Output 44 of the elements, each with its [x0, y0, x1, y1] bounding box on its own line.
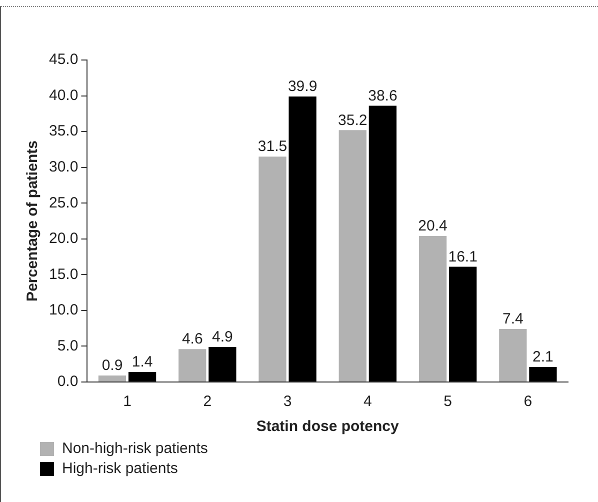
y-tick-label: 5.0: [57, 337, 78, 354]
bar: [208, 346, 236, 382]
x-tick-label: 3: [283, 393, 292, 410]
legend-label: Non-high-risk patients: [62, 440, 208, 457]
y-tick-label: 10.0: [48, 302, 78, 319]
y-tick-label: 35.0: [48, 122, 78, 140]
bar: [418, 236, 447, 382]
y-tick-label: 45.0: [48, 51, 78, 68]
x-tick-label: 5: [444, 393, 452, 410]
bar: [449, 266, 477, 382]
data-label: 16.1: [448, 248, 478, 266]
bar: [499, 329, 527, 382]
x-tick-label: 2: [203, 393, 212, 410]
bar: [529, 366, 557, 382]
data-label: 35.2: [338, 112, 368, 129]
data-label: 31.5: [258, 138, 288, 156]
bar: [128, 372, 156, 382]
data-label: 7.4: [502, 310, 524, 328]
data-label: 4.9: [212, 328, 233, 346]
y-tick-label: 30.0: [48, 158, 78, 176]
bar: [178, 349, 206, 382]
bar: [338, 130, 366, 382]
data-label: 1.4: [132, 354, 153, 371]
data-label: 39.9: [288, 78, 318, 96]
x-axis-title: Statin dose potency: [256, 418, 400, 436]
data-label: 38.6: [368, 87, 398, 104]
x-tick-label: 1: [123, 393, 132, 410]
y-tick-label: 15.0: [48, 266, 78, 283]
y-axis-title: Percentage of patients: [24, 140, 42, 302]
bar: [98, 376, 126, 382]
bar: [368, 106, 397, 382]
bar: [288, 96, 316, 382]
x-tick-label: 6: [524, 393, 532, 410]
bar: [258, 156, 286, 382]
legend-label: High-risk patients: [62, 460, 178, 477]
y-tick-label: 40.0: [48, 86, 78, 104]
y-tick-label: 20.0: [48, 230, 78, 248]
data-label: 0.9: [102, 357, 123, 374]
x-tick-label: 4: [363, 393, 372, 410]
data-label: 20.4: [418, 218, 448, 235]
data-label: 2.1: [532, 348, 554, 366]
y-tick-label: 25.0: [48, 194, 78, 212]
y-tick-label: 0.0: [57, 373, 78, 390]
data-label: 4.6: [182, 330, 203, 348]
